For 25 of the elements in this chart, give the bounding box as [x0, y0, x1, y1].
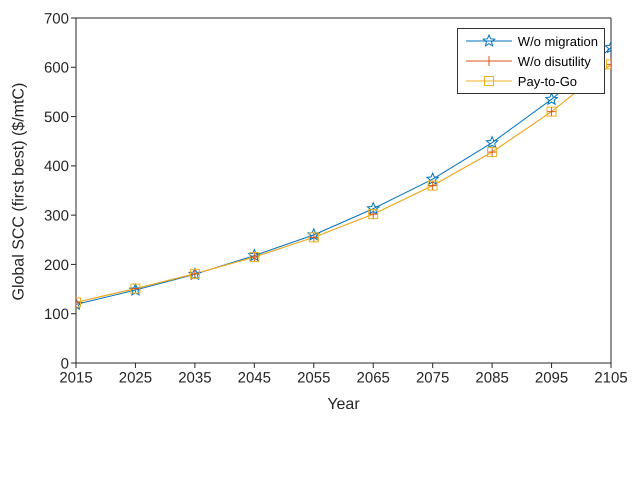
- x-tick-label: 2095: [534, 370, 568, 387]
- x-tick-label: 2035: [178, 370, 212, 387]
- x-tick-label: 2015: [59, 370, 93, 387]
- x-tick-label: 2085: [475, 370, 509, 387]
- point: [486, 136, 498, 148]
- point: [545, 92, 558, 105]
- legend-label: Pay-to-Go: [518, 74, 578, 88]
- y-tick-label: 400: [44, 158, 69, 176]
- x-tick-label: 2055: [297, 370, 330, 387]
- x-tick-label: 2025: [118, 370, 152, 387]
- y-tick-label: 100: [44, 306, 69, 324]
- y-tick-label: 500: [44, 108, 69, 126]
- y-tick-label: 200: [44, 256, 69, 274]
- legend-label: W/o disutility: [518, 54, 591, 68]
- x-tick-label: 2105: [594, 370, 628, 387]
- x-tick-label: 2045: [238, 370, 272, 387]
- y-tick-label: 300: [44, 207, 69, 224]
- y-axis-title: Global SCC (first best) ($/mtC): [10, 82, 28, 300]
- x-axis-title: Year: [327, 396, 360, 413]
- x-tick-label: 2075: [416, 370, 450, 387]
- y-tick-label: 600: [44, 60, 69, 77]
- legend-label: W/o migration: [518, 34, 598, 48]
- x-tick-label: 2065: [356, 370, 390, 387]
- y-tick-label: 700: [44, 10, 69, 28]
- y-tick-label: 0: [60, 355, 69, 372]
